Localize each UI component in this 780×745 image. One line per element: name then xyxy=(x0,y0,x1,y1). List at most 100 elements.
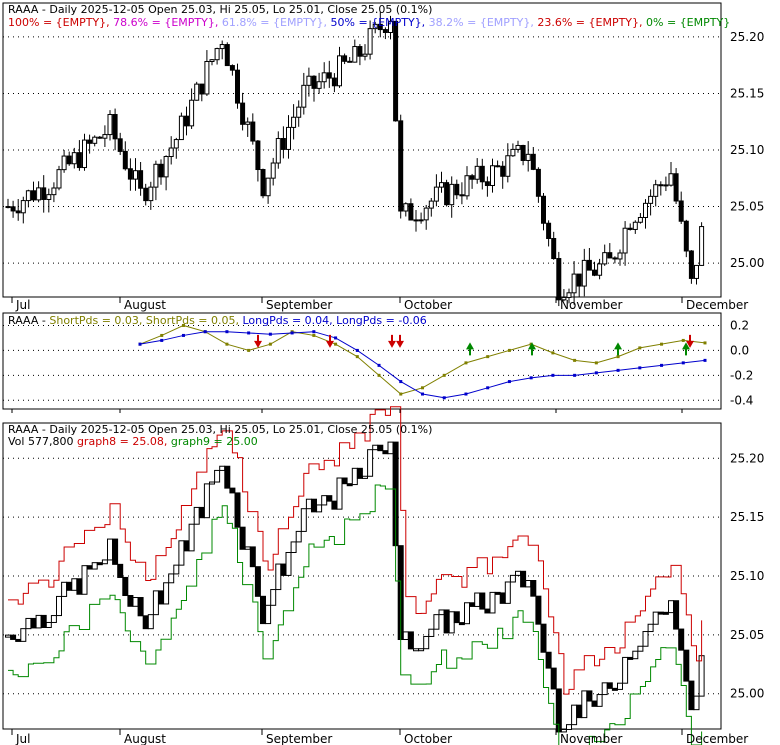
breakout-y-tick-label: 25.20 xyxy=(730,451,764,465)
line-break-bar xyxy=(586,690,593,702)
fib-legend-entry: 23.6% = {EMPTY}, xyxy=(534,16,643,29)
line-break-bar xyxy=(596,694,603,707)
candle-body xyxy=(189,99,195,127)
line-break-bar xyxy=(356,467,363,479)
candle-body xyxy=(219,44,225,50)
buy-arrow-icon xyxy=(614,342,622,356)
candle-body xyxy=(576,273,582,287)
candle-body xyxy=(449,183,455,206)
price-y-tick-label: 25.15 xyxy=(730,86,764,100)
oscillator-panel xyxy=(138,323,707,400)
candle-body xyxy=(495,165,501,168)
line-break-bar xyxy=(193,506,200,525)
oscillator-series-point xyxy=(268,342,272,346)
line-break-bar xyxy=(71,578,78,591)
line-break-bar xyxy=(30,617,37,629)
oscillator-series-point xyxy=(334,342,338,346)
oscillator-series-point xyxy=(355,355,359,359)
line-break-bar xyxy=(657,611,664,615)
osc-legend-entry: LongPds = 0.04, xyxy=(239,314,333,327)
candle-body xyxy=(224,44,230,67)
line-break-bar xyxy=(66,581,73,591)
candle-body xyxy=(428,200,434,209)
line-break-bar xyxy=(423,635,430,650)
candle-body xyxy=(469,175,475,180)
line-break-bar xyxy=(5,634,11,638)
oscillator-series-point xyxy=(638,346,642,350)
oscillator-series-point xyxy=(486,355,490,359)
vol-legend-entry: graph9 = 25.00 xyxy=(167,435,257,448)
line-break-bar xyxy=(642,631,649,647)
line-break-bar xyxy=(203,483,210,519)
breakout-legend: Vol 577,800 graph8 = 25.08, graph9 = 25.… xyxy=(8,435,258,448)
candle-body xyxy=(76,152,82,169)
breakout-x-tick-label: Jul xyxy=(15,732,30,745)
candle-body xyxy=(459,194,465,197)
candle-body xyxy=(270,162,276,179)
candle-body xyxy=(66,155,72,165)
candle-body xyxy=(362,53,368,57)
price-x-tick-label: October xyxy=(404,298,452,312)
line-break-bar xyxy=(275,563,282,591)
line-break-bar xyxy=(137,597,144,617)
oscillator-legend: RAAA - ShortPds = 0.03, ShortPds = 0.05,… xyxy=(8,314,427,327)
line-break-bar xyxy=(545,651,552,669)
oscillator-series-point xyxy=(464,361,468,365)
price-panel-title: RAAA - Daily 2025-12-05 Open 25.03, Hi 2… xyxy=(8,3,432,16)
candle-body xyxy=(388,20,393,33)
line-break-bar xyxy=(351,467,358,486)
candle-body xyxy=(173,139,179,149)
line-break-bar xyxy=(601,682,608,696)
line-break-bar xyxy=(560,728,567,733)
price-x-tick-label: November xyxy=(560,298,622,312)
candle-body xyxy=(311,75,317,89)
line-break-bar xyxy=(188,523,195,552)
line-break-bar xyxy=(566,724,572,730)
candle-body xyxy=(117,138,123,152)
line-break-bar xyxy=(453,611,460,624)
line-break-bar xyxy=(525,580,532,588)
candle-body xyxy=(204,60,210,95)
line-break-bar xyxy=(112,538,119,565)
candle-body xyxy=(612,257,618,260)
candle-body xyxy=(10,206,16,212)
line-break-bar xyxy=(311,498,317,513)
candle-body xyxy=(439,182,444,188)
line-break-bar xyxy=(617,682,623,690)
candle-body xyxy=(546,222,552,239)
line-break-bar xyxy=(438,609,445,616)
line-break-bar xyxy=(520,570,527,588)
candle-body xyxy=(393,20,399,122)
line-break-bar xyxy=(591,700,598,707)
line-break-bar xyxy=(173,564,180,575)
candle-body xyxy=(133,170,138,180)
line-break-bar xyxy=(377,444,384,452)
oscillator-series-point xyxy=(225,342,229,346)
oscillator-series-point xyxy=(290,331,294,335)
oscillator-series-point xyxy=(616,368,620,372)
oscillator-series-point xyxy=(181,333,185,337)
line-break-bar xyxy=(229,487,236,494)
line-break-bar xyxy=(45,621,52,628)
breakout-y-tick-label: 25.05 xyxy=(730,628,764,642)
candle-body xyxy=(510,148,516,157)
oscillator-series-point xyxy=(529,376,533,380)
line-break-bar xyxy=(382,450,389,455)
sell-arrow-icon xyxy=(326,334,334,348)
line-break-bar xyxy=(673,600,680,630)
candle-body xyxy=(337,55,342,87)
line-break-bar xyxy=(474,592,481,607)
candle-body xyxy=(347,60,353,63)
candle-body xyxy=(321,72,327,83)
line-break-bar xyxy=(10,634,17,640)
oscillator-series-point xyxy=(507,380,511,384)
breakout-y-tick-label: 25.10 xyxy=(730,569,764,583)
candle-body xyxy=(31,190,36,201)
candle-body xyxy=(592,269,597,276)
candle-body xyxy=(500,165,506,177)
line-break-bar xyxy=(214,469,221,483)
line-break-bar xyxy=(367,449,374,477)
candle-body xyxy=(306,75,312,86)
line-break-bar xyxy=(387,441,394,455)
